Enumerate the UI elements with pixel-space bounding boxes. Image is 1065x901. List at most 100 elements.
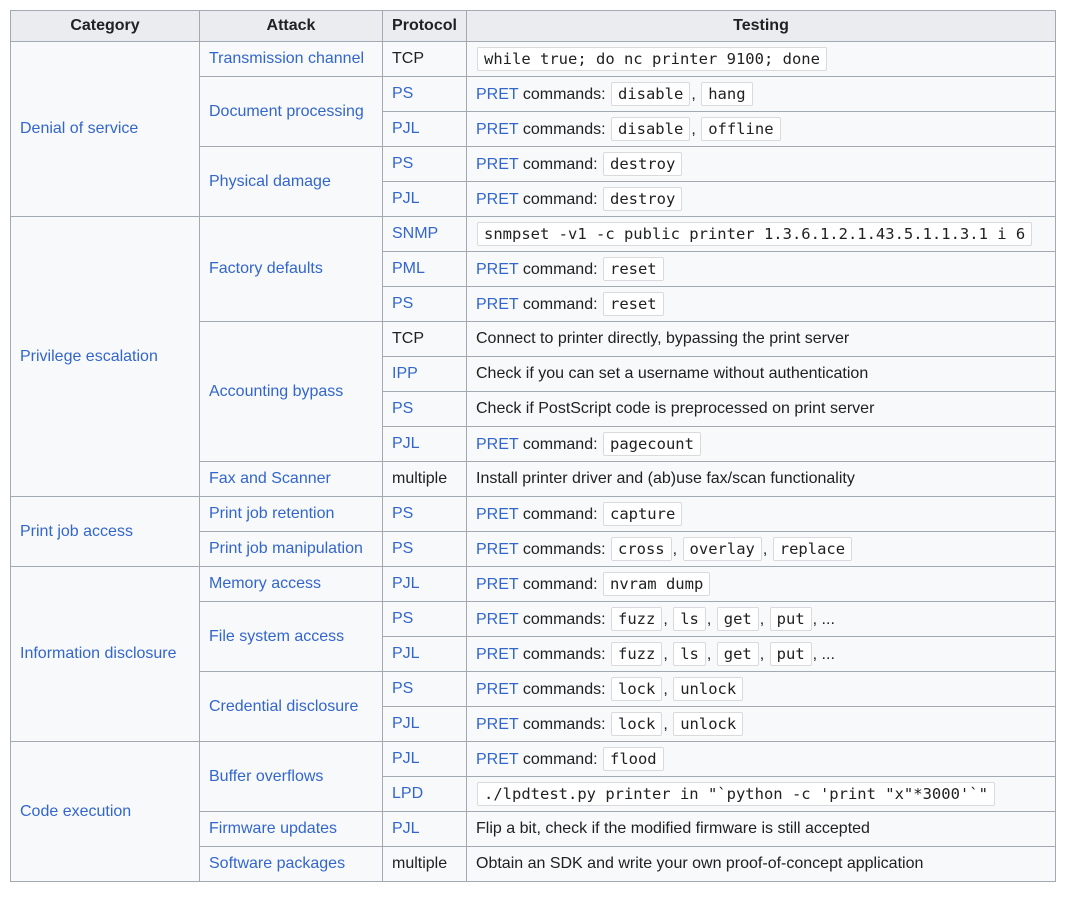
testing-cell: while true; do nc printer 9100; done: [466, 41, 1056, 77]
pret-link[interactable]: PRET: [476, 611, 519, 628]
pret-link[interactable]: PRET: [476, 506, 519, 523]
attack-link[interactable]: Credential disclosure: [209, 697, 359, 715]
attack-cell: Buffer overflows: [199, 741, 383, 812]
protocol-link[interactable]: PJL: [392, 750, 420, 767]
attack-cell: Credential disclosure: [199, 671, 383, 742]
protocol-link[interactable]: PS: [392, 155, 414, 172]
protocol-link[interactable]: SNMP: [392, 225, 439, 242]
protocol-cell: PJL: [382, 426, 467, 462]
testing-text: commands:: [518, 646, 610, 663]
protocol-cell: PJL: [382, 706, 467, 742]
protocol-link[interactable]: PJL: [392, 190, 420, 207]
protocol-cell: LPD: [382, 776, 467, 812]
attack-link[interactable]: Transmission channel: [209, 50, 365, 67]
protocol-link[interactable]: LPD: [392, 785, 424, 802]
attack-link[interactable]: Print job retention: [209, 505, 335, 522]
attack-link[interactable]: Print job manipulation: [209, 540, 363, 557]
testing-text: Obtain an SDK and write your own proof-o…: [476, 855, 924, 872]
pret-link[interactable]: PRET: [476, 191, 519, 208]
protocol-text: multiple: [392, 855, 448, 872]
pret-link[interactable]: PRET: [476, 296, 519, 313]
code-chip: ls: [673, 642, 706, 666]
protocol-text: TCP: [392, 330, 424, 347]
table-row: Denial of service Transmission channel TCP…: [10, 41, 1056, 217]
protocol-cell: PS: [382, 76, 467, 112]
attack-link[interactable]: Document processing: [209, 102, 364, 120]
attack-link[interactable]: Physical damage: [209, 172, 331, 190]
attack-link[interactable]: Fax and Scanner: [209, 470, 331, 487]
code-chip: flood: [602, 747, 664, 771]
protocol-link[interactable]: PS: [392, 400, 414, 417]
category-link[interactable]: Privilege escalation: [20, 347, 158, 365]
code-chip: destroy: [602, 152, 683, 176]
attack-link[interactable]: Buffer overflows: [209, 767, 324, 785]
protocol-link[interactable]: PJL: [392, 435, 420, 452]
attack-link[interactable]: Memory access: [209, 575, 322, 592]
attack-link[interactable]: Software packages: [209, 855, 346, 872]
attack-cell: Physical damage: [199, 146, 383, 217]
table-row: PJL PRET command: pagecount: [11, 426, 1056, 462]
column-header-protocol: Protocol: [382, 10, 467, 42]
attack-link[interactable]: Accounting bypass: [209, 382, 344, 400]
protocol-link[interactable]: PS: [392, 85, 414, 102]
attack-link[interactable]: Firmware updates: [209, 820, 338, 837]
pret-link[interactable]: PRET: [476, 576, 519, 593]
testing-text: command:: [518, 296, 602, 313]
page: Category Attack Protocol Testing Denial …: [0, 10, 1065, 901]
testing-text: command:: [518, 436, 602, 453]
table-row: Information disclosure Memory access PJL PR…: [10, 566, 1056, 742]
code-chip: while true; do nc printer 9100; done: [477, 47, 827, 71]
protocol-cell: PS: [382, 671, 467, 707]
protocol-link[interactable]: PJL: [392, 645, 420, 662]
protocol-link[interactable]: PJL: [392, 575, 420, 592]
protocol-link[interactable]: PJL: [392, 120, 420, 137]
protocol-link[interactable]: IPP: [392, 365, 418, 382]
pret-link[interactable]: PRET: [476, 436, 519, 453]
pret-link[interactable]: PRET: [476, 681, 519, 698]
category-link[interactable]: Information disclosure: [20, 645, 177, 662]
protocol-link[interactable]: PS: [392, 540, 414, 557]
testing-cell: PRET commands: fuzz, ls, get, put, ...: [466, 636, 1056, 672]
testing-cell: PRET command: pagecount: [466, 426, 1056, 462]
protocol-cell: multiple: [382, 461, 467, 497]
code-chip: get: [716, 607, 759, 631]
protocol-link[interactable]: PS: [392, 680, 414, 697]
pret-link[interactable]: PRET: [476, 121, 519, 138]
table-row: Credential disclosure PS PRET commands: lo…: [11, 671, 1056, 742]
testing-text: ,: [706, 611, 716, 628]
pret-link[interactable]: PRET: [476, 156, 519, 173]
category-link[interactable]: Print job access: [20, 522, 133, 540]
protocol-cell: PJL: [382, 811, 467, 847]
attack-link[interactable]: File system access: [209, 627, 345, 645]
category-cell: Information disclosure: [10, 566, 200, 742]
protocol-link[interactable]: PS: [392, 610, 414, 627]
table-row: PJL PRET command: destroy: [11, 181, 1056, 217]
pret-link[interactable]: PRET: [476, 541, 519, 558]
testing-text: , ...: [812, 611, 835, 628]
category-link[interactable]: Denial of service: [20, 120, 139, 137]
protocol-cell: multiple: [382, 846, 467, 882]
pret-link[interactable]: PRET: [476, 646, 519, 663]
testing-cell: PRET command: destroy: [466, 181, 1056, 217]
attack-link[interactable]: Factory defaults: [209, 260, 323, 277]
protocol-link[interactable]: PS: [392, 295, 414, 312]
protocol-link[interactable]: PML: [392, 260, 425, 277]
pret-link[interactable]: PRET: [476, 716, 519, 733]
testing-cell: PRET command: flood: [466, 741, 1056, 777]
code-chip: disable: [610, 82, 691, 106]
testing-text: command:: [518, 156, 602, 173]
testing-cell: PRET command: capture: [466, 496, 1056, 532]
protocol-cell: PJL: [382, 636, 467, 672]
testing-text: commands:: [518, 716, 610, 733]
protocol-link[interactable]: PJL: [392, 820, 420, 837]
protocol-link[interactable]: PS: [392, 505, 414, 522]
table-row: Code execution Buffer overflows PJL PRET co…: [10, 741, 1056, 882]
code-chip: replace: [772, 537, 853, 561]
protocol-link[interactable]: PJL: [392, 715, 420, 732]
attack-cell: Transmission channel: [199, 41, 383, 77]
pret-link[interactable]: PRET: [476, 751, 519, 768]
pret-link[interactable]: PRET: [476, 86, 519, 103]
category-link[interactable]: Code execution: [20, 802, 132, 820]
attack-cell: Software packages: [199, 846, 383, 882]
pret-link[interactable]: PRET: [476, 261, 519, 278]
